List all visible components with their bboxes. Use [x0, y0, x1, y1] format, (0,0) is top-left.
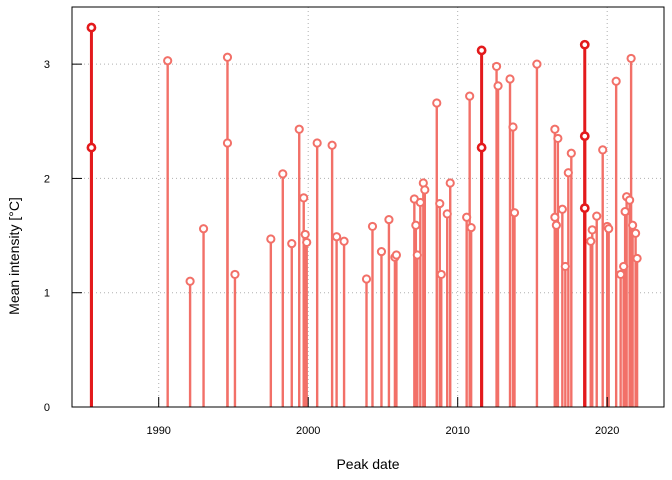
data-point	[327, 140, 337, 150]
data-point	[442, 209, 452, 219]
lollipop-stems	[89, 27, 639, 407]
data-point	[230, 269, 240, 280]
highlight-point	[476, 45, 487, 56]
data-point	[302, 237, 312, 248]
data-point	[294, 124, 304, 134]
data-point	[367, 221, 378, 232]
data-point	[415, 197, 425, 208]
x-tick-label: 2000	[296, 425, 320, 437]
data-point	[332, 232, 342, 242]
data-point	[436, 269, 446, 280]
data-point	[432, 98, 442, 108]
data-point	[312, 138, 322, 148]
y-tick-label: 1	[44, 288, 50, 300]
data-point	[620, 206, 630, 217]
data-point	[466, 222, 476, 233]
plot-frame	[71, 6, 665, 408]
highlight-point	[579, 131, 590, 142]
data-point	[619, 261, 629, 272]
data-point	[491, 61, 502, 72]
data-point	[586, 236, 596, 246]
data-point	[266, 234, 276, 244]
x-tick-label: 1990	[146, 425, 170, 437]
data-point	[626, 53, 636, 64]
data-point	[598, 145, 608, 155]
lollipop-points	[86, 22, 642, 286]
data-point	[435, 198, 445, 209]
x-tick-label: 2010	[445, 425, 469, 437]
data-point	[278, 169, 288, 179]
data-point	[628, 220, 638, 230]
data-point	[592, 211, 602, 221]
data-point	[384, 214, 394, 225]
data-point	[550, 212, 560, 222]
highlight-point	[476, 142, 487, 153]
data-point	[198, 224, 209, 234]
x-axis-ticks: 1990 2000 2010 2020	[146, 397, 619, 437]
y-axis-ticks: 0 1 2 3	[44, 59, 82, 414]
y-tick-label: 2	[44, 173, 50, 185]
x-tick-label: 2020	[595, 425, 619, 437]
data-point	[163, 56, 173, 66]
highlight-point	[579, 39, 590, 50]
data-point	[420, 185, 430, 195]
data-point	[300, 229, 310, 240]
y-axis-label: Mean intensity [°C]	[6, 197, 22, 315]
data-point	[563, 168, 573, 178]
data-point	[185, 276, 195, 286]
data-point	[299, 193, 309, 203]
data-point	[625, 195, 635, 205]
data-point	[553, 133, 563, 144]
x-axis-label: Peak date	[336, 456, 399, 472]
y-tick-label: 0	[44, 402, 50, 414]
grid-lines	[72, 7, 664, 408]
data-point	[557, 204, 567, 214]
data-point	[508, 122, 518, 132]
data-point	[493, 81, 503, 91]
data-point	[222, 52, 233, 62]
data-point	[550, 124, 560, 134]
data-point	[604, 224, 614, 234]
data-point	[391, 250, 402, 260]
highlight-point	[86, 22, 97, 33]
highlight-point	[579, 203, 590, 214]
y-tick-label: 3	[44, 59, 50, 71]
data-point	[532, 59, 542, 69]
data-point	[412, 250, 422, 260]
highlight-point	[86, 142, 97, 153]
data-point	[339, 236, 349, 246]
data-point	[509, 208, 520, 218]
data-point	[287, 238, 297, 249]
data-point	[222, 138, 233, 148]
data-point	[462, 212, 472, 222]
data-point	[616, 269, 626, 280]
data-point	[551, 220, 561, 230]
data-point	[630, 228, 641, 238]
data-point	[465, 91, 475, 101]
data-point	[566, 148, 576, 158]
data-point	[361, 274, 372, 284]
data-point	[445, 178, 455, 188]
data-point	[632, 253, 642, 264]
data-point	[611, 76, 621, 86]
data-point	[587, 225, 597, 235]
data-point	[560, 261, 570, 272]
data-point	[505, 74, 515, 84]
data-point	[376, 246, 387, 257]
data-point	[411, 220, 421, 230]
